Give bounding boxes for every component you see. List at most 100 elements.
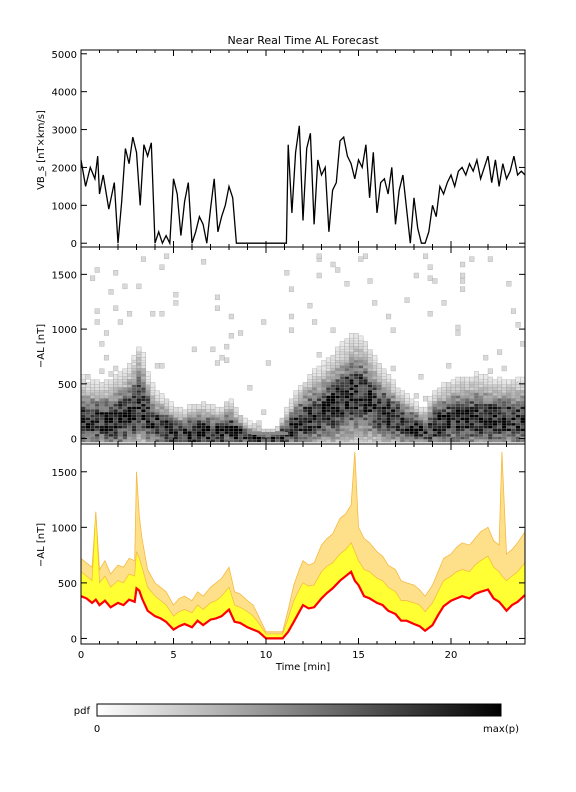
- pdf-cell: [404, 393, 410, 399]
- pdf-cell: [339, 341, 345, 347]
- pdf-cell: [265, 360, 271, 366]
- pdf-cell: [150, 382, 156, 388]
- pdf-cell: [298, 385, 304, 391]
- y-tick-label: 1500: [52, 468, 77, 479]
- pdf-cell: [335, 267, 341, 273]
- y-tick-label: 0: [71, 239, 77, 250]
- pdf-cell: [103, 354, 109, 361]
- vbs-panel: 0 1000 2000 3000 4000 5000 VB_s [nT×km/s]: [36, 49, 526, 250]
- pdf-cell: [173, 300, 179, 306]
- pdf-cell: [469, 376, 475, 383]
- pdf-cell: [418, 406, 424, 413]
- pdf-cell: [460, 278, 466, 284]
- pdf-cell: [510, 379, 516, 385]
- pdf-cell: [372, 300, 378, 306]
- pdf-cell: [497, 376, 503, 383]
- pdf-cell: [242, 417, 248, 424]
- pdf-cell: [214, 406, 220, 413]
- pdf-cell: [432, 390, 438, 396]
- pdf-cell: [288, 286, 294, 292]
- forecast-bands-group: [80, 451, 526, 640]
- pdf-cell: [131, 354, 137, 361]
- pdf-cell: [302, 382, 308, 388]
- x-tick-label: 10: [260, 650, 273, 661]
- pdf-cell: [196, 404, 202, 410]
- pdf-cell: [113, 305, 119, 311]
- pdf-cell: [358, 256, 364, 262]
- x-tick-label: 15: [352, 650, 365, 661]
- pdf-cell: [159, 393, 165, 399]
- pdf-cell: [316, 365, 322, 372]
- pdf-cell: [487, 368, 493, 374]
- pdf-cell: [80, 374, 86, 380]
- pdf-cell: [409, 398, 415, 405]
- pdf-cell: [506, 281, 512, 287]
- pdf-cell: [390, 365, 396, 372]
- y-tick-label: 5000: [52, 50, 77, 61]
- pdf-cell: [274, 432, 279, 435]
- median-al-line: [80, 570, 526, 640]
- pdf-cell: [446, 363, 452, 369]
- pdf-cell: [154, 363, 160, 369]
- pdf-cell: [418, 374, 424, 380]
- pdf-cell: [506, 379, 512, 385]
- pdf-cell: [85, 374, 91, 380]
- pdf-cell: [520, 376, 526, 383]
- pdf-cell: [205, 404, 211, 410]
- pdf-cell: [191, 404, 197, 410]
- pdf-cell: [214, 305, 220, 311]
- pdf-cell: [399, 390, 405, 396]
- pdf-cell: [284, 406, 290, 413]
- pdf-cell: [386, 313, 392, 320]
- pdf-cell: [238, 415, 244, 421]
- forecast-y-axis-label: −AL [nT]: [36, 523, 47, 567]
- pdf-cell: [473, 376, 479, 383]
- pdf-cell: [113, 270, 119, 276]
- pdf-cell: [108, 379, 114, 385]
- pdf-cell: [487, 376, 493, 383]
- pdf-cell: [427, 311, 433, 317]
- pdf-cell: [136, 346, 142, 353]
- pdf-cell: [432, 278, 438, 284]
- pdf-cell: [460, 376, 466, 383]
- pdf-cell: [224, 343, 230, 350]
- pdf-cell: [441, 300, 447, 306]
- pdf-cell: [214, 294, 220, 301]
- pdf-cell: [210, 404, 216, 410]
- pdf-cell: [515, 376, 521, 383]
- pdf-cell: [210, 346, 216, 353]
- pdf-cell: [316, 272, 322, 279]
- pdf-cell: [228, 333, 234, 339]
- pdf-cell: [349, 333, 355, 339]
- al-forecast-panel: 0 500 1000 1500 0 5 10 15 20 −AL [nT] Time [min…: [36, 443, 526, 673]
- pdf-cell: [478, 374, 484, 380]
- pdf-cell: [90, 275, 96, 281]
- y-tick-label: 1000: [52, 325, 77, 336]
- pdf-cell: [483, 374, 489, 380]
- pdf-cell: [224, 357, 230, 363]
- pdf-cell: [182, 409, 188, 415]
- y-tick-label: 1000: [52, 201, 77, 212]
- pdf-cell: [224, 401, 230, 407]
- colorbar-title: pdf: [74, 706, 91, 717]
- pdf-cell: [469, 256, 475, 262]
- y-tick-label: 4000: [52, 88, 77, 99]
- pdf-cell: [413, 393, 419, 399]
- pdf-cell: [256, 420, 262, 426]
- pdf-cell: [261, 319, 267, 325]
- pdf-cell: [335, 346, 341, 353]
- pdf-cell: [201, 259, 207, 265]
- pdf-cell: [127, 363, 133, 369]
- pdf-cell: [316, 352, 322, 358]
- pdf-cell: [362, 341, 368, 347]
- pdf-cell: [113, 365, 119, 372]
- pdf-cell: [446, 382, 452, 388]
- pdf-cell: [255, 432, 261, 435]
- pdf-cell: [99, 382, 105, 388]
- pdf-cell: [173, 291, 179, 298]
- pdf-y-ticks: 0 500 1000 1500: [52, 247, 525, 446]
- pdf-cell: [265, 432, 270, 435]
- pdf-cell: [108, 289, 114, 295]
- pdf-cell: [103, 379, 109, 385]
